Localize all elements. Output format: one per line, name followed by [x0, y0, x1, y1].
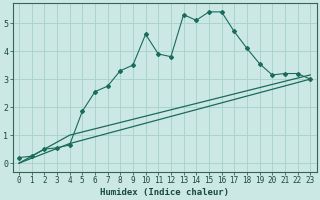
X-axis label: Humidex (Indice chaleur): Humidex (Indice chaleur)	[100, 188, 229, 197]
